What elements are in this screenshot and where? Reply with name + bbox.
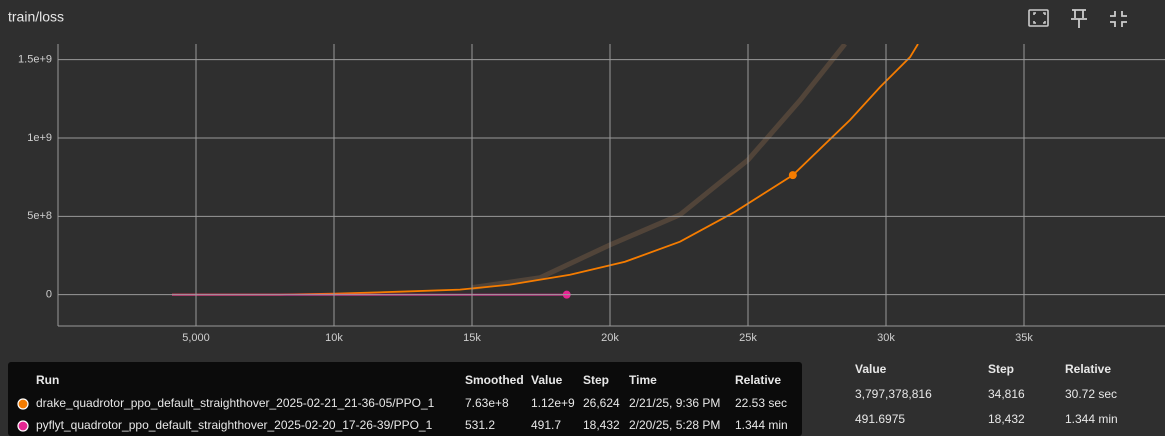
x-tick-label: 15k — [463, 332, 481, 344]
y-tick-label: 1e+9 — [27, 132, 52, 144]
x-tick-label: 20k — [601, 332, 619, 344]
tooltip-header: Relative — [735, 373, 781, 387]
tooltip-cell: 18,432 — [583, 418, 620, 432]
side-header: Relative — [1065, 362, 1111, 376]
run-name: drake_quadrotor_ppo_default_straighthove… — [36, 396, 435, 410]
pin-icon[interactable] — [1071, 9, 1087, 28]
tooltip-header: Time — [629, 373, 657, 387]
run-swatch — [17, 398, 29, 410]
tooltip-cell: 26,624 — [583, 396, 620, 410]
y-tick-label: 5e+8 — [27, 210, 52, 222]
plot-area — [171, 44, 919, 299]
side-cell: 18,432 — [988, 412, 1025, 426]
side-header: Step — [988, 362, 1014, 376]
tooltip-header: Step — [583, 373, 609, 387]
tooltip-cell: 1.12e+9 — [531, 396, 575, 410]
hover-point — [788, 171, 797, 180]
tooltip-header: Value — [531, 373, 563, 387]
tooltip-cell: 1.344 min — [735, 418, 788, 432]
card-title: train/loss — [8, 9, 64, 25]
tooltip-cell: 22.53 sec — [735, 396, 787, 410]
x-tick-label: 10k — [325, 332, 343, 344]
tooltip-cell: 2/20/25, 5:28 PM — [629, 418, 720, 432]
x-tick-label: 5,000 — [182, 332, 210, 344]
tooltip-content: Run Smoothed Value Step Time Relative drake_qu… — [17, 373, 788, 432]
tooltip-cell: 2/21/25, 9:36 PM — [629, 396, 720, 410]
side-cell: 491.6975 — [855, 412, 905, 426]
smoothed-line — [171, 44, 919, 296]
x-tick-label: 25k — [739, 332, 757, 344]
collapse-icon[interactable] — [1110, 11, 1127, 27]
run-name: pyflyt_quadrotor_ppo_default_straighthov… — [36, 418, 433, 432]
tooltip-cell: 531.2 — [465, 418, 495, 432]
side-cell: 34,816 — [988, 387, 1025, 401]
side-cell: 3,797,378,816 — [855, 387, 932, 401]
run-swatch — [17, 420, 29, 432]
fit-icon[interactable] — [1028, 9, 1049, 27]
tooltip-header: Run — [36, 373, 59, 387]
side-cell: 1.344 min — [1065, 412, 1118, 426]
raw-line — [471, 44, 847, 291]
y-tick-label: 0 — [46, 289, 52, 301]
tooltip-cell: 7.63e+8 — [465, 396, 509, 410]
side-table: Value Step Relative 3,797,378,816 34,816 30.7… — [855, 362, 1118, 426]
y-tick-label: 1.5e+9 — [18, 54, 52, 66]
tooltip — [8, 362, 802, 436]
tooltip-header: Smoothed — [465, 373, 524, 387]
side-cell: 30.72 sec — [1065, 387, 1117, 401]
x-tick-label: 30k — [877, 332, 895, 344]
side-header: Value — [855, 362, 887, 376]
tooltip-cell: 491.7 — [531, 418, 561, 432]
x-tick-label: 35k — [1015, 332, 1033, 344]
